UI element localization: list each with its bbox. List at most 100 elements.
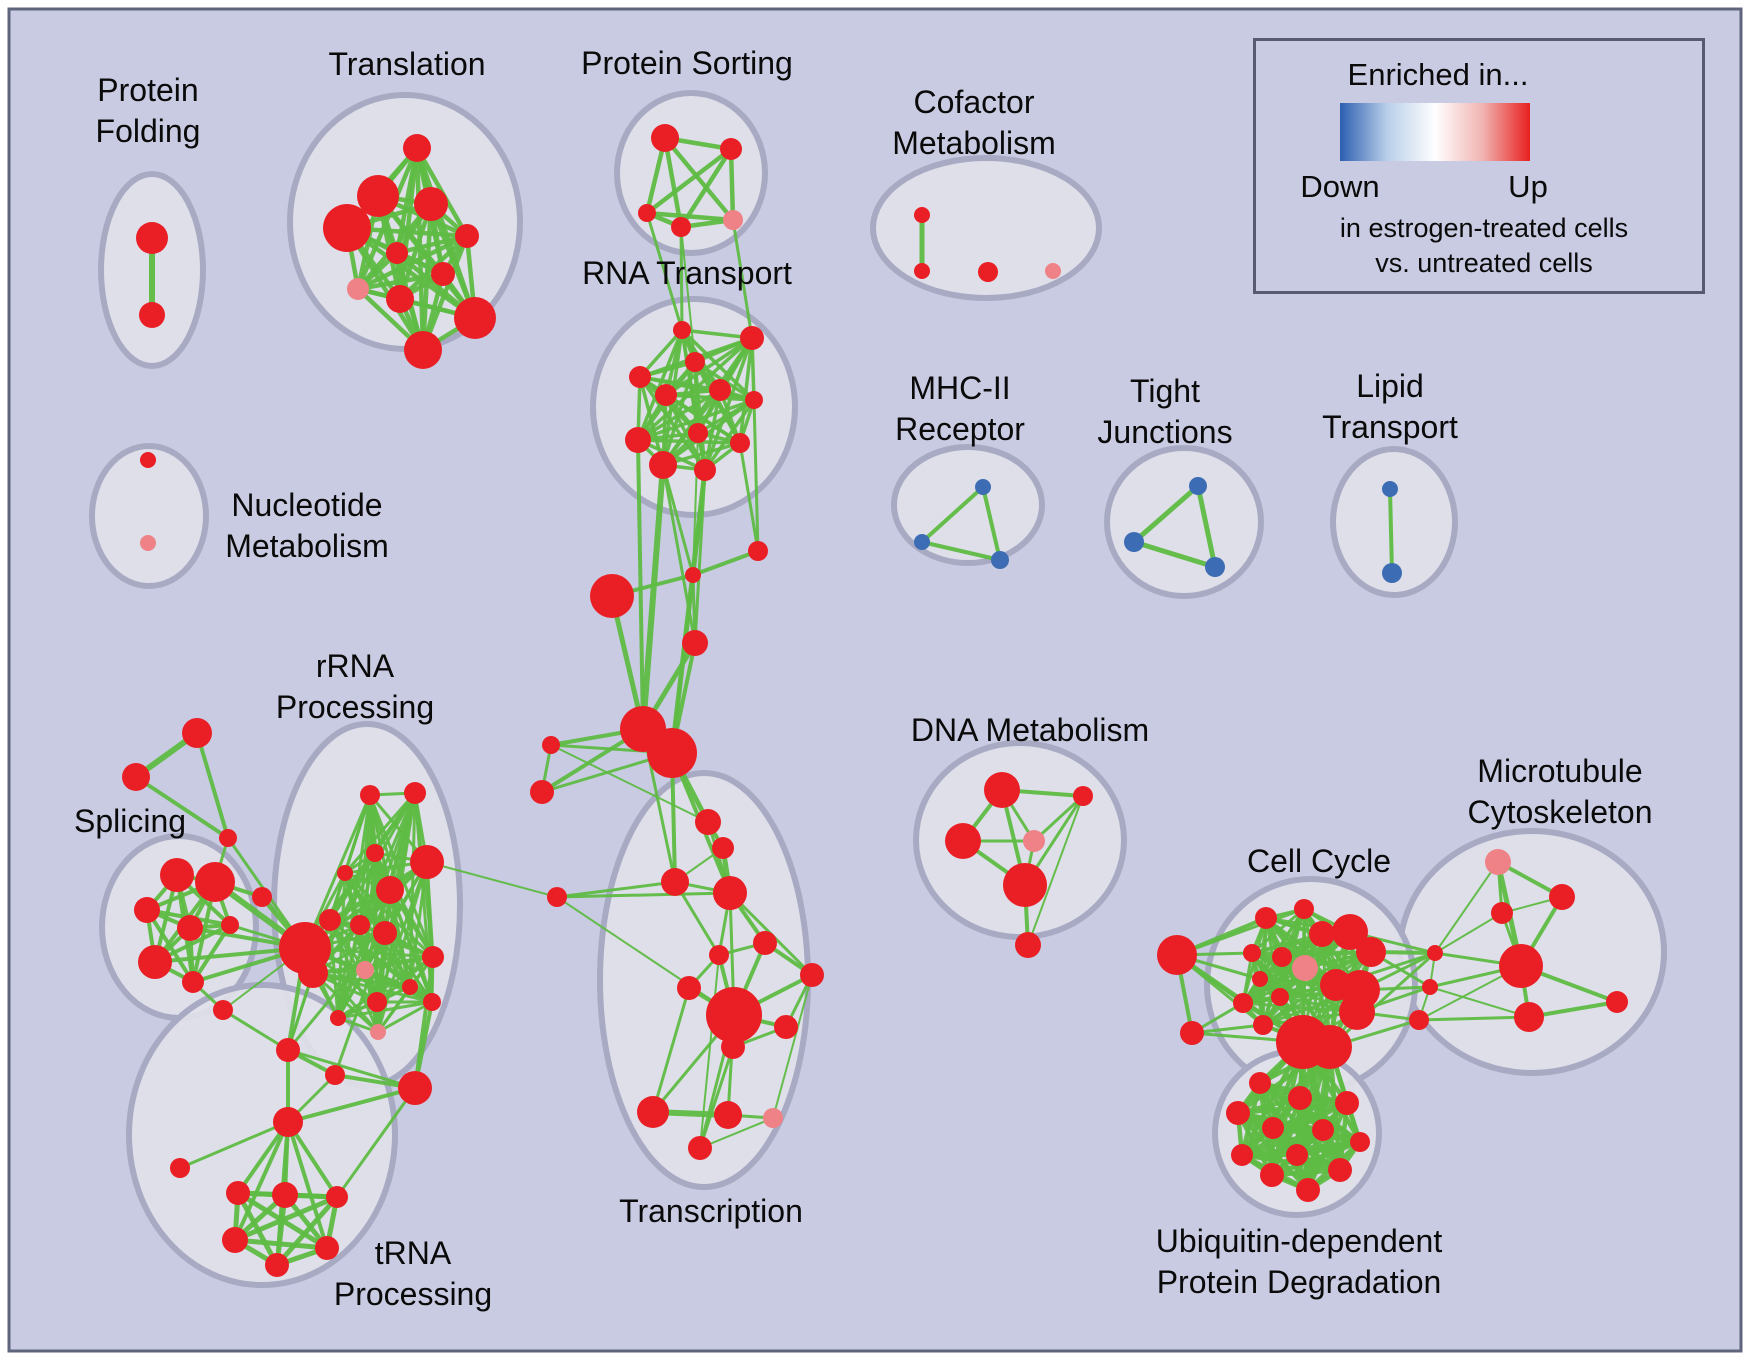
gene-set-node xyxy=(914,207,930,223)
edge xyxy=(376,931,387,1034)
edge xyxy=(644,146,734,216)
gene-set-node xyxy=(1180,1021,1204,1045)
gene-set-node xyxy=(800,963,824,987)
cluster-label-trna-processing: tRNA xyxy=(375,1235,452,1271)
edge xyxy=(1429,986,1530,1018)
edge xyxy=(920,485,985,544)
gene-set-node xyxy=(404,782,426,804)
gene-set-node xyxy=(975,479,991,495)
edge xyxy=(636,438,742,445)
edge xyxy=(679,225,684,332)
edge xyxy=(274,1194,340,1268)
edge xyxy=(664,393,707,472)
gene-set-node xyxy=(1262,1117,1284,1139)
edge xyxy=(1239,1127,1326,1158)
gene-set-node xyxy=(273,1107,303,1137)
edge xyxy=(636,438,645,731)
gene-set-node xyxy=(1292,955,1318,981)
edge xyxy=(752,398,760,553)
gene-set-node xyxy=(455,224,479,248)
gene-set-node xyxy=(402,979,418,995)
gene-set-node xyxy=(740,326,764,350)
gene-set-node xyxy=(1296,1178,1320,1202)
edge xyxy=(178,1120,290,1170)
edge xyxy=(195,731,230,840)
edge xyxy=(728,146,736,223)
gene-set-node xyxy=(637,1096,669,1128)
gene-set-node xyxy=(370,1024,386,1040)
gene-set-node xyxy=(712,837,734,859)
gene-set-node xyxy=(323,204,371,252)
cluster-label-mhc-ii-receptor: Receptor xyxy=(895,411,1025,447)
gene-set-node xyxy=(763,1108,783,1128)
gene-set-node xyxy=(134,897,160,923)
gene-set-node xyxy=(1226,1101,1250,1125)
cluster-label-cell-cycle: Cell Cycle xyxy=(1247,843,1391,879)
gene-set-node xyxy=(1045,263,1061,279)
gene-set-node xyxy=(219,829,237,847)
edge xyxy=(363,955,435,972)
cluster-label-lipid-transport: Transport xyxy=(1322,409,1458,445)
gene-set-node xyxy=(1328,1158,1352,1182)
gene-set-node xyxy=(136,222,168,254)
legend-box: Enriched in... Down Up in estrogen-treat… xyxy=(1253,38,1705,294)
cluster-label-rna-transport: RNA Transport xyxy=(582,255,792,291)
edge xyxy=(286,1048,417,1090)
edge xyxy=(232,1194,340,1243)
gene-set-node xyxy=(590,574,634,618)
edge xyxy=(1131,483,1201,545)
gene-set-node xyxy=(1023,830,1045,852)
gene-set-node xyxy=(706,987,762,1043)
gene-set-node xyxy=(695,809,721,835)
gene-set-node xyxy=(1073,786,1093,806)
edge xyxy=(1250,907,1306,955)
gene-set-node xyxy=(367,992,387,1012)
gene-set-node xyxy=(1286,1144,1308,1166)
edge xyxy=(221,1008,290,1052)
edge xyxy=(191,923,232,984)
gene-set-node xyxy=(774,1015,798,1039)
cluster-label-rrna-processing: rRNA xyxy=(316,648,395,684)
cluster-label-trna-processing: Processing xyxy=(334,1276,492,1312)
gene-set-node xyxy=(1255,907,1277,929)
gene-set-node xyxy=(357,175,399,217)
edge xyxy=(408,860,429,989)
edge xyxy=(680,328,756,402)
edge xyxy=(920,540,1002,562)
gene-set-node xyxy=(709,945,729,965)
gene-set-node xyxy=(1205,557,1225,577)
edge xyxy=(673,880,721,957)
legend-title: Enriched in... xyxy=(1347,57,1529,92)
edge xyxy=(703,398,756,472)
edge xyxy=(134,775,230,840)
edge xyxy=(662,135,736,223)
cluster-label-microtubule-cytoskeleton: Cytoskeleton xyxy=(1468,794,1653,830)
gene-set-node xyxy=(403,134,431,162)
cluster-label-protein-folding: Protein xyxy=(97,72,198,108)
gene-set-node xyxy=(170,1158,190,1178)
edge xyxy=(336,923,362,1020)
gene-set-node xyxy=(1308,1025,1352,1069)
edge xyxy=(343,791,417,875)
gene-set-node xyxy=(319,909,341,931)
gene-set-node xyxy=(1485,849,1511,875)
gene-set-node xyxy=(542,736,560,754)
gene-set-node xyxy=(682,630,708,656)
gene-set-node xyxy=(221,916,239,934)
gene-set-node xyxy=(373,921,397,945)
edge xyxy=(328,918,340,1020)
edge xyxy=(555,891,732,899)
cluster-ellipse-protein-sorting xyxy=(614,90,768,256)
gene-set-node xyxy=(1427,945,1443,961)
gene-set-node xyxy=(720,138,742,160)
legend-gradient-bar xyxy=(1340,103,1530,161)
gene-set-node xyxy=(745,391,763,409)
edge xyxy=(363,968,434,1004)
gene-set-node xyxy=(748,541,768,561)
edge xyxy=(1175,907,1306,957)
gene-set-node xyxy=(688,1136,712,1160)
gene-set-node xyxy=(1294,899,1314,919)
gene-set-node xyxy=(530,780,554,804)
gene-set-node xyxy=(1252,971,1268,987)
